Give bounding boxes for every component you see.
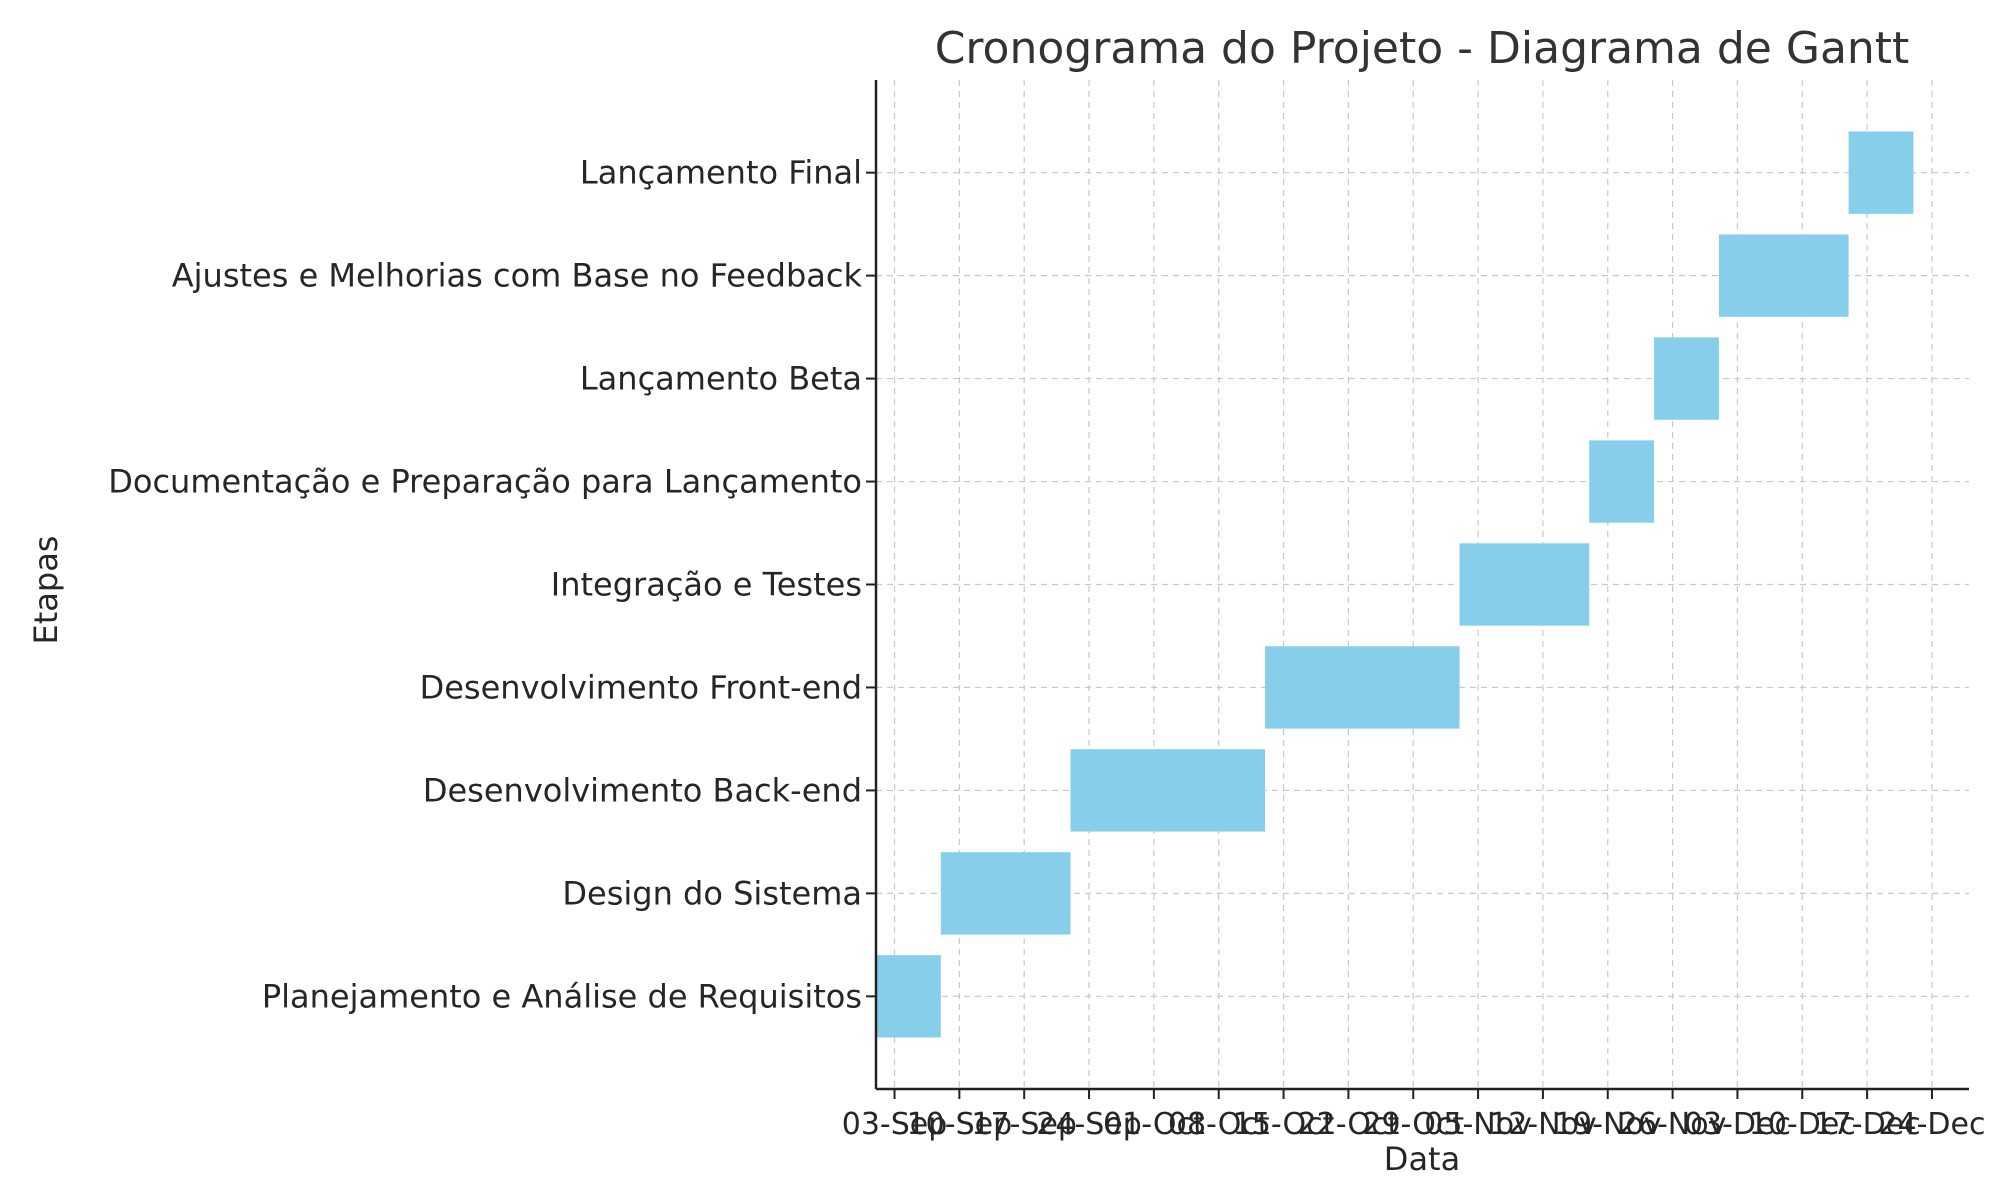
task-bars	[876, 131, 1914, 1038]
task-bar	[1654, 337, 1719, 420]
x-tick-label: 26-Nov	[1619, 1107, 1727, 1142]
task-bar	[1848, 131, 1914, 214]
x-tick-label: 15-Oct	[1233, 1107, 1335, 1142]
x-axis-ticks: 03-Sep10-Sep17-Sep24-Sep01-Oct08-Oct15-O…	[842, 1089, 1985, 1142]
x-tick-label: 19-Nov	[1554, 1107, 1662, 1142]
task-bar	[1070, 749, 1266, 832]
x-tick-label: 10-Dec	[1749, 1107, 1856, 1142]
task-label: Ajustes e Melhorias com Base no Feedback	[172, 257, 863, 295]
task-label: Lançamento Final	[580, 154, 862, 192]
grid-lines	[876, 80, 1969, 1089]
x-tick-label: 05-Nov	[1424, 1107, 1532, 1142]
task-bar	[1459, 543, 1590, 626]
task-bar	[1718, 234, 1849, 317]
task-bar	[1265, 646, 1460, 729]
x-tick-label: 03-Dec	[1684, 1107, 1791, 1142]
task-labels: Planejamento e Análise de Requisitos Desi…	[108, 154, 876, 1015]
task-label: Design do Sistema	[562, 874, 862, 912]
x-tick-label: 03-Sep	[842, 1107, 948, 1142]
x-tick-label: 29-Oct	[1362, 1107, 1464, 1142]
task-label: Lançamento Beta	[580, 360, 862, 398]
x-tick-label: 24-Sep	[1036, 1107, 1142, 1142]
y-axis-title: Etapas	[27, 536, 65, 645]
chart-title: Cronograma do Projeto - Diagrama de Gant…	[935, 23, 1910, 74]
x-tick-label: 24-Dec	[1878, 1107, 1985, 1142]
x-tick-label: 10-Sep	[907, 1107, 1013, 1142]
task-label: Integração e Testes	[551, 566, 862, 604]
task-bar	[876, 955, 941, 1038]
x-tick-label: 17-Dec	[1814, 1107, 1921, 1142]
x-tick-label: 01-Oct	[1103, 1107, 1205, 1142]
task-label: Desenvolvimento Front-end	[420, 668, 862, 706]
x-tick-label: 12-Nov	[1489, 1107, 1597, 1142]
task-bar	[1589, 440, 1655, 523]
x-axis-title: Data	[1384, 1140, 1460, 1178]
x-tick-label: 22-Oct	[1298, 1107, 1400, 1142]
task-label: Planejamento e Análise de Requisitos	[262, 977, 862, 1015]
task-bar	[940, 852, 1071, 935]
task-label: Documentação e Preparação para Lançament…	[108, 463, 862, 501]
task-label: Desenvolvimento Back-end	[423, 771, 862, 809]
x-tick-label: 08-Oct	[1168, 1107, 1270, 1142]
x-tick-label: 17-Sep	[971, 1107, 1077, 1142]
